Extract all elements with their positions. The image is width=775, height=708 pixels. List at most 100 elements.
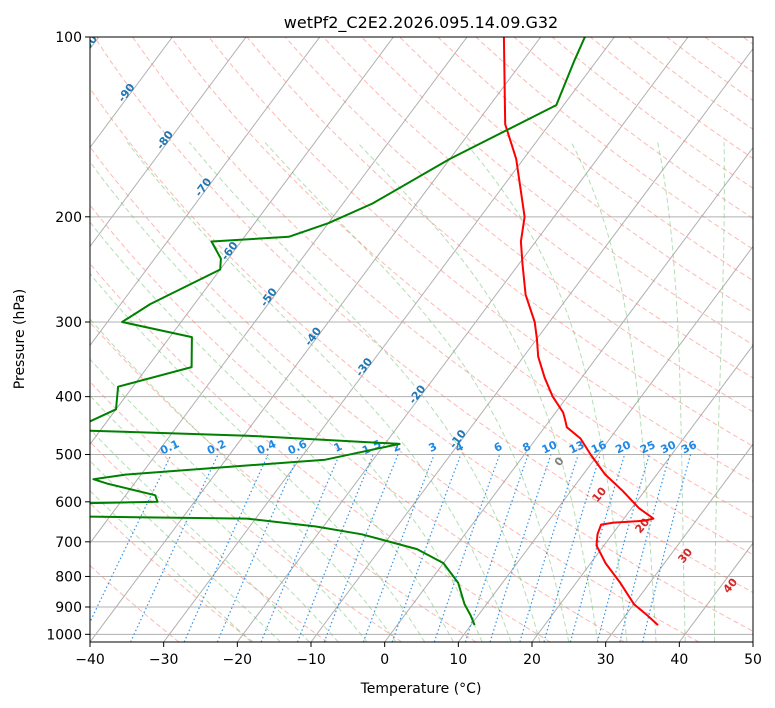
- dry-adiabat-line: [284, 37, 753, 413]
- dry-adiabat-line: [90, 204, 625, 642]
- mixing-ratio-label: 25: [638, 438, 657, 456]
- isotherm-line: [90, 37, 542, 642]
- moist-adiabat-line: [464, 141, 628, 642]
- y-tick-label: 1000: [46, 627, 82, 643]
- x-tick-label: −10: [296, 652, 326, 668]
- y-tick-label: 200: [55, 210, 82, 226]
- moist-adiabat-line: [90, 272, 426, 642]
- mixing-ratio-line: [130, 454, 219, 642]
- dry-adiabat-line: [90, 87, 753, 632]
- mixing-ratio-line: [543, 454, 601, 642]
- x-tick-label: −40: [75, 652, 105, 668]
- isotherm-line: [457, 245, 753, 642]
- dry-adiabat-line: [90, 381, 402, 642]
- moist-adiabat-line: [90, 358, 368, 642]
- y-tick-label: 300: [55, 315, 82, 331]
- x-tick-label: 20: [523, 652, 541, 668]
- axes-layer: −40 −30 −20 −10 0 10 20 30 40 5010020030040050060…: [46, 30, 762, 668]
- moist-adiabat-line: [90, 318, 397, 642]
- x-axis-label: Temperature (°C): [360, 681, 482, 697]
- moist-adiabat-label: 30: [675, 545, 695, 565]
- mixing-ratio-label: 6: [492, 440, 505, 455]
- temperature-profile-line: [502, 37, 659, 626]
- dry-adiabat-line: [551, 37, 753, 189]
- mixing-ratio-line: [260, 454, 341, 642]
- mixing-ratio-line: [519, 454, 579, 642]
- isotherm-line: [90, 37, 247, 248]
- isotherm-label: -30: [353, 355, 376, 379]
- isotherm-line: [90, 37, 394, 446]
- dry-adiabat-line: [90, 262, 551, 642]
- dry-adiabat-line: [170, 37, 753, 519]
- x-tick-label: 10: [449, 652, 467, 668]
- mixing-ratio-line: [433, 454, 501, 642]
- mixing-ratio-label: 3: [427, 440, 439, 455]
- isotherm-label: -70: [192, 175, 215, 199]
- mixing-ratio-label: 10: [540, 438, 560, 456]
- mixing-ratio-label: 2: [390, 440, 402, 455]
- isotherm-line: [384, 146, 753, 642]
- chart-title: wetPf2_C2E2.2026.095.14.09.G32: [284, 13, 558, 33]
- mixing-ratio-line: [296, 454, 374, 642]
- moist-adiabat-line: [90, 490, 252, 642]
- dry-adiabat-line: [90, 564, 180, 642]
- mixing-ratio-line: [183, 454, 269, 642]
- isotherm-line: [90, 37, 173, 149]
- moist-adiabat-line: [126, 141, 512, 642]
- moist-adiabat-line: [90, 428, 310, 642]
- isotherm-line: [605, 443, 753, 642]
- y-tick-label: 800: [55, 569, 82, 585]
- moist-adiabat-line: [356, 141, 599, 642]
- isotherm-label: -90: [115, 81, 138, 105]
- dry-adiabat-line: [93, 37, 753, 594]
- dry-adiabat-line: [90, 441, 328, 642]
- profiles-layer: [90, 37, 659, 626]
- x-tick-label: −20: [223, 652, 253, 668]
- isotherm-line: [90, 37, 321, 347]
- dry-adiabat-line: [399, 37, 753, 313]
- plot-frame: [89, 36, 754, 643]
- x-tick-label: 30: [597, 652, 615, 668]
- y-tick-label: 100: [55, 30, 82, 46]
- mixing-ratio-line: [362, 454, 435, 642]
- moist-adiabat-line: [264, 141, 570, 642]
- mixing-ratio-line: [489, 454, 552, 642]
- dry-adiabat-line: [513, 37, 753, 220]
- moist-adiabat-line: [657, 142, 686, 642]
- isotherm-line: [90, 37, 468, 544]
- dry-adiabat-line: [322, 37, 753, 379]
- dry-adiabat-line: [437, 37, 753, 282]
- y-tick-label: 500: [55, 448, 82, 464]
- mixing-ratio-label: 36: [679, 438, 699, 456]
- x-tick-label: 50: [744, 652, 762, 668]
- x-tick-label: 0: [380, 652, 389, 668]
- y-axis-label: Pressure (hPa): [12, 289, 28, 389]
- mixing-ratio-label: 20: [613, 438, 633, 456]
- mixing-ratio-label: 16: [589, 438, 609, 456]
- dry-adiabat-line: [90, 502, 254, 642]
- mixing-ratio-label: 13: [567, 438, 586, 456]
- y-tick-label: 400: [55, 390, 82, 406]
- dry-adiabat-line: [361, 37, 753, 346]
- isotherm-line: [236, 37, 689, 642]
- background-lines-layer: [90, 37, 753, 642]
- isotherm-label: -50: [258, 285, 281, 309]
- mixing-ratio-label: 30: [659, 438, 679, 456]
- y-tick-label: 600: [55, 495, 82, 511]
- mixing-ratio-line: [90, 454, 172, 624]
- moist-adiabat-line: [90, 460, 281, 642]
- x-tick-label: 40: [670, 652, 688, 668]
- moist-adiabat-line: [570, 141, 657, 642]
- isotherm-label: -10: [447, 427, 470, 451]
- x-tick-label: −30: [149, 652, 179, 668]
- mixing-ratio-line: [464, 454, 529, 642]
- mixing-ratio-line: [323, 454, 399, 642]
- dry-adiabat-line: [132, 37, 753, 556]
- isotherm-line: [752, 641, 753, 642]
- dry-adiabat-line: [246, 37, 753, 447]
- mixing-ratio-line: [216, 454, 300, 642]
- moist-adiabat-line: [714, 142, 725, 642]
- moist-adiabat-label: 0: [552, 454, 567, 468]
- y-tick-label: 900: [55, 600, 82, 616]
